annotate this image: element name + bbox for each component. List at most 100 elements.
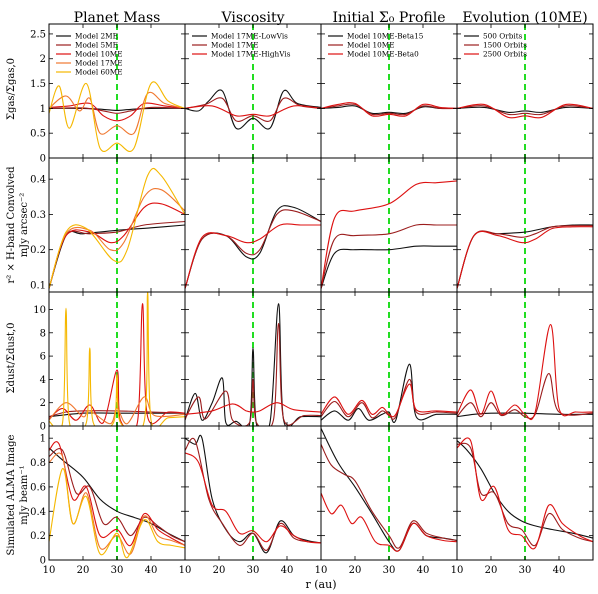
series-line-model-17me-highvis [185, 223, 321, 289]
panel-r3-c3 [320, 291, 458, 427]
column-titles: Planet Mass Viscosity Initial Σ₀ Profile… [74, 10, 588, 26]
panel-r2-c3 [320, 157, 458, 293]
series-line-model-17me [49, 188, 185, 289]
panel-plot-area [321, 158, 457, 292]
panel-plot-area [49, 426, 185, 560]
row-label-alma-line2: mJy beam⁻¹ [19, 465, 30, 524]
series-line-model-5me [49, 448, 185, 543]
x-tick-label: 10 [179, 565, 192, 576]
y-tick-label: 2 [40, 54, 46, 65]
panel-plot-area [321, 292, 457, 426]
row-label-alma-line1: Simulated ALMA Image [6, 434, 17, 555]
panel-plot-area [49, 292, 185, 426]
panel-r4-c4 [456, 425, 594, 561]
series-line-model-5me [49, 410, 185, 418]
panel-plot-area [185, 24, 321, 158]
x-tick-label: 30 [247, 565, 260, 576]
y-tick-label: 0 [40, 154, 46, 165]
series-line-model-10me [321, 444, 457, 549]
series-line-model-17me-highvis [185, 105, 321, 117]
y-tick-label: 2.5 [30, 29, 46, 40]
series-line-model-10me-beta15 [321, 245, 457, 289]
y-tick-label: 2 [40, 398, 46, 409]
y-tick-label: 0.4 [30, 175, 46, 186]
panel-plot-area [457, 24, 593, 158]
series-line-model-10me-beta0 [321, 180, 457, 289]
series-line-2500-orbits [457, 437, 593, 550]
panel-plot-area [457, 292, 593, 426]
series-line-model-17me-highvis [185, 402, 321, 415]
legend-entry: Model 2ME [75, 32, 118, 41]
x-tick-label: 40 [281, 565, 294, 576]
row-label-gas-surface-density: Σgas/Σgas,0 [6, 58, 17, 120]
y-tick-label: 0.3 [30, 210, 46, 221]
x-tick-label: 30 [383, 565, 396, 576]
panel-r4-c2 [184, 425, 322, 561]
legend-entry: Model 10ME [347, 41, 395, 50]
x-tick-label: 20 [485, 565, 498, 576]
y-tick-label: 0.5 [30, 129, 46, 140]
series-line-1500-orbits [457, 105, 593, 116]
legend-entry: Model 10ME [75, 50, 123, 59]
series-line-model-10me [49, 303, 185, 426]
panel-r3-c2 [184, 291, 322, 427]
series-line-model-17me [185, 209, 321, 289]
legend-entry: 2500 Orbits [483, 50, 527, 59]
series-line-1500-orbits [457, 373, 593, 420]
series-line-2500-orbits [457, 103, 593, 119]
legend-entry: 500 Orbits [483, 32, 523, 41]
series-line-model-10me [321, 103, 457, 116]
x-tick-label: 40 [145, 565, 158, 576]
series-line-model-17me-lowvis [185, 434, 321, 554]
column-title-viscosity: Viscosity [221, 10, 285, 26]
panel-plot-area [49, 24, 185, 158]
series-line-model-17me-lowvis [185, 89, 321, 130]
y-tick-label: 0 [40, 422, 46, 433]
legend-entry: Model 10ME-Beta15 [347, 32, 424, 41]
row-label-hband-line1: r² × H-band Convolved [6, 166, 17, 284]
y-tick-label: 4 [40, 375, 46, 386]
x-axis-label: r (au) [306, 578, 337, 591]
x-tick-label: 20 [77, 565, 90, 576]
panel-plot-area [321, 24, 457, 158]
column-title-initial-profile: Initial Σ₀ Profile [332, 10, 445, 26]
panel-plot-area [185, 158, 321, 292]
series-line-model-17me [49, 91, 185, 135]
y-tick-label: 6 [40, 352, 46, 363]
series-line-2500-orbits [457, 324, 593, 421]
y-tick-label: 0.2 [30, 245, 46, 256]
series-line-model-17me [185, 322, 321, 426]
series-line-model-10me [49, 102, 185, 122]
panel-r4-c1: 0 0.2 0.4 0.6 0.8 1 [30, 425, 186, 567]
x-tick-label: 10 [451, 565, 464, 576]
legend-entry: Model 17ME-LowVis [211, 32, 288, 41]
panel-r2-c2 [184, 157, 322, 293]
y-tick-label: 0.6 [30, 482, 46, 493]
series-line-model-10me [321, 378, 457, 420]
x-tick-label: 20 [349, 565, 362, 576]
y-tick-label: 0.2 [30, 531, 46, 542]
series-line-model-17me [185, 97, 321, 122]
series-line-model-17me-highvis [185, 452, 321, 544]
panel-plot-area [457, 158, 593, 292]
panel-r2-c4 [456, 157, 594, 293]
y-tick-label: 0.1 [30, 280, 46, 291]
series-line-model-10me [321, 223, 457, 289]
legend-entry: Model 17ME [211, 41, 259, 50]
y-tick-label: 1.5 [30, 79, 46, 90]
x-tick-label: 40 [553, 565, 566, 576]
y-tick-label: 10 [33, 305, 46, 316]
legend-entry: Model 60ME [75, 68, 123, 77]
x-tick-label: 30 [111, 565, 124, 576]
column-title-planet-mass: Planet Mass [74, 10, 161, 26]
series-line-model-2me [49, 412, 185, 418]
series-line-model-10me-beta0 [321, 383, 457, 418]
legend-entry: Model 5ME [75, 41, 118, 50]
x-tick-label: 30 [519, 565, 532, 576]
series-line-model-60me [49, 167, 185, 289]
